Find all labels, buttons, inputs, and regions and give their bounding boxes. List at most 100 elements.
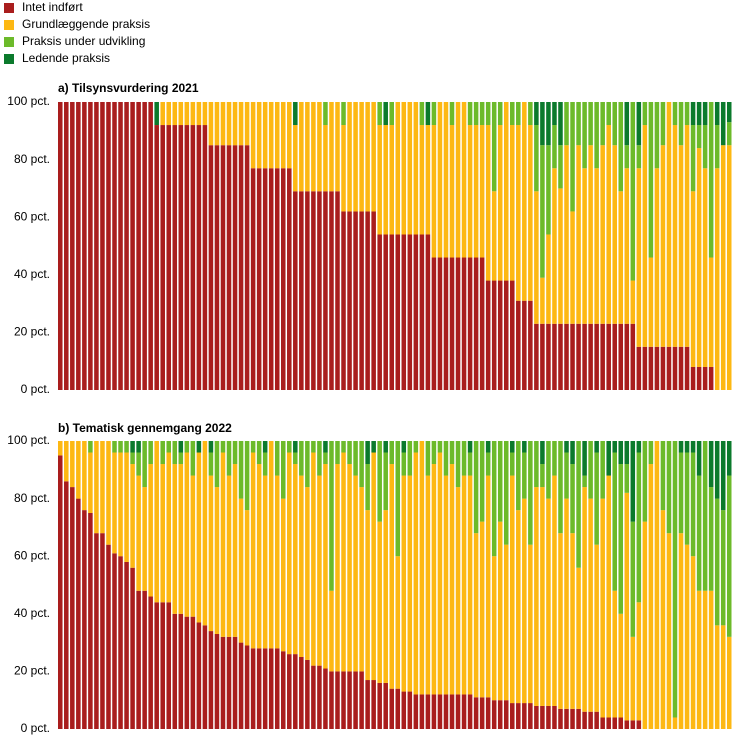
bar-segment (76, 102, 81, 390)
bar-segment (244, 102, 250, 146)
bar-segment (220, 452, 226, 637)
bar-segment (112, 452, 117, 554)
bar-segment (503, 280, 509, 390)
bar-segment (473, 697, 479, 729)
bar-segment (612, 717, 617, 729)
bar-segment (582, 441, 587, 476)
bar-segment (510, 475, 515, 704)
bar-segment (142, 590, 147, 729)
bar-segment (395, 556, 401, 689)
bar-segment (624, 492, 630, 721)
bar-segment (130, 102, 135, 390)
bar-segment (479, 125, 485, 258)
bar-segment (522, 102, 527, 301)
bar-segment (250, 441, 256, 453)
bar-segment (684, 346, 690, 390)
bar-segment (401, 452, 407, 476)
bar-segment (226, 441, 232, 476)
bar-segment (678, 102, 684, 146)
bar-segment (540, 145, 545, 278)
bar-segment (552, 323, 557, 390)
bar-segment (540, 323, 545, 390)
bar-segment (654, 346, 660, 390)
bar-segment (256, 648, 262, 729)
bar-segment (522, 498, 527, 704)
bar-segment (443, 441, 449, 476)
bar-segment (672, 441, 678, 718)
bar-segment (552, 168, 557, 324)
bar-segment (287, 452, 292, 655)
bar-segment (196, 441, 202, 453)
bar-segment (654, 102, 660, 169)
bar-segment (534, 191, 539, 324)
bar-segment (588, 711, 593, 729)
bar-segment (190, 102, 196, 126)
bar-segment (570, 102, 575, 212)
bar-segment (714, 441, 720, 499)
bar-segment (172, 464, 178, 614)
bar-segment (419, 234, 425, 390)
bar-segment (582, 711, 587, 729)
bar-segment (431, 257, 437, 390)
bar-segment (714, 498, 720, 626)
bar-segment (148, 102, 153, 390)
bar-segment (666, 346, 672, 390)
bar-segment (636, 168, 642, 347)
bar-segment (178, 102, 184, 126)
bar-segment (365, 102, 370, 212)
bar-segment (118, 556, 123, 729)
bar-segment (389, 441, 394, 465)
bar-segment (636, 346, 642, 390)
bar-segment (612, 323, 617, 390)
bar-segment (136, 441, 141, 453)
bar-segment (491, 700, 497, 729)
bar-segment (473, 257, 479, 390)
bar-segment (690, 125, 696, 192)
bar-segment (576, 145, 581, 324)
bar-segment (106, 544, 111, 729)
bar-segment (118, 452, 123, 557)
bar-segment (172, 441, 178, 465)
bar-segment (172, 125, 178, 390)
bar-segment (684, 441, 690, 453)
bar-segment (82, 102, 87, 390)
bar-segment (666, 441, 672, 534)
bar-segment (696, 102, 702, 126)
bar-segment (528, 544, 533, 704)
bar-segment (413, 694, 419, 729)
bar-segment (461, 257, 467, 390)
bar-segment (329, 441, 334, 591)
bar-segment (76, 498, 81, 729)
bar-segment (190, 125, 196, 390)
bar-segment (347, 102, 352, 212)
bar-segment (684, 125, 690, 347)
bar-segment (274, 441, 280, 476)
bar-segment (467, 125, 473, 258)
bar-segment (341, 441, 346, 453)
bar-segment (389, 234, 394, 390)
bar-segment (485, 452, 491, 476)
bar-segment (654, 168, 660, 347)
bar-segment (154, 125, 159, 390)
bar-segment (70, 441, 75, 488)
bar-segment (256, 168, 262, 390)
bar-segment (491, 102, 497, 192)
bar-segment (232, 636, 238, 729)
bar-segment (564, 102, 569, 146)
bar-segment (630, 720, 636, 729)
bar-segment (491, 280, 497, 390)
bar-segment (564, 145, 569, 324)
bar-segment (184, 125, 190, 390)
bar-segment (582, 168, 587, 324)
bar-segment (714, 168, 720, 390)
bar-segment (726, 122, 732, 146)
bar-segment (479, 102, 485, 126)
bar-segment (648, 464, 654, 729)
bar-segment (353, 102, 358, 212)
bar-segment (280, 102, 286, 169)
bar-segment (558, 102, 563, 146)
bar-segment (690, 452, 696, 557)
bar-segment (274, 102, 280, 169)
bar-segment (510, 703, 515, 729)
